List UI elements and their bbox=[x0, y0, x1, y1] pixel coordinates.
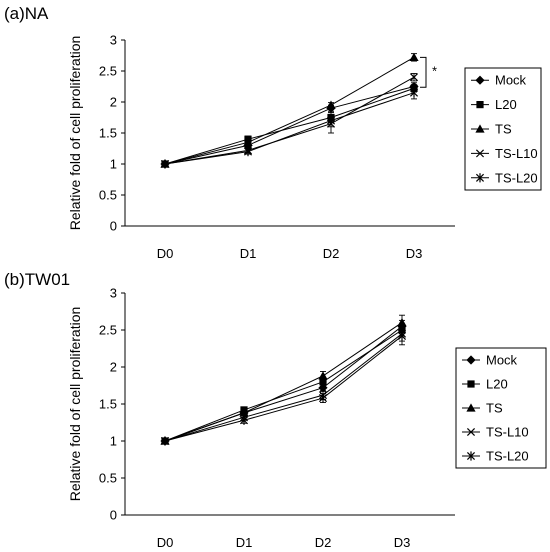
legend: Mock L20 TS TS-L10 TS-L20 bbox=[455, 347, 547, 469]
y-tick-label: 2 bbox=[110, 95, 117, 110]
y-tick-label: 2.5 bbox=[99, 64, 117, 79]
data-point bbox=[318, 393, 328, 403]
legend-item: Mock bbox=[462, 353, 518, 368]
data-point bbox=[160, 159, 170, 169]
legend-label: TS-L10 bbox=[486, 425, 529, 440]
series-line bbox=[164, 86, 415, 165]
data-point bbox=[409, 88, 419, 98]
data-point bbox=[397, 318, 407, 327]
legend-marker bbox=[475, 173, 485, 183]
legend-item: Mock bbox=[471, 73, 527, 88]
data-point bbox=[409, 73, 419, 82]
legend-item: TS-L10 bbox=[471, 146, 538, 161]
series-mock bbox=[160, 81, 419, 169]
y-tick-label: 0 bbox=[110, 508, 117, 523]
y-tick-label: 3 bbox=[110, 286, 117, 301]
legend-marker bbox=[467, 380, 475, 388]
series-ts-l10 bbox=[160, 325, 407, 446]
series-line bbox=[164, 56, 415, 165]
legend-marker bbox=[475, 149, 485, 158]
y-tick-label: 1.5 bbox=[99, 126, 117, 141]
series-line bbox=[164, 333, 403, 442]
panel-a-label: (a)NA bbox=[4, 4, 49, 23]
legend-item: TS-L20 bbox=[471, 170, 538, 185]
data-point bbox=[239, 415, 249, 425]
series-l20 bbox=[161, 323, 406, 445]
x-tick-label: D0 bbox=[157, 246, 174, 261]
legend-label: Mock bbox=[495, 73, 527, 88]
chart-panel-b: 0 0.5 1 1.5 2 2.5 3 D0 D1 D2 D3 Relative fold of ce… bbox=[67, 286, 547, 550]
legend-marker bbox=[466, 427, 476, 437]
data-point bbox=[397, 331, 407, 341]
series-line bbox=[164, 322, 403, 442]
x-tick-label: D3 bbox=[406, 246, 423, 261]
data-point bbox=[409, 52, 419, 61]
y-axis-label: Relative fold of cell proliferation bbox=[67, 36, 83, 231]
series-ts-l20 bbox=[160, 326, 407, 446]
legend-item: TS bbox=[462, 401, 503, 416]
legend-marker bbox=[466, 355, 476, 365]
legend-label: L20 bbox=[486, 377, 508, 392]
y-tick-label: 1 bbox=[110, 157, 117, 172]
y-axis-label: Relative fold of cell proliferation bbox=[67, 307, 83, 502]
legend-item: L20 bbox=[471, 97, 517, 112]
x-tick-label: D1 bbox=[240, 246, 257, 261]
series-line bbox=[164, 76, 415, 165]
data-point bbox=[318, 371, 328, 380]
x-tick-label: D2 bbox=[323, 246, 340, 261]
series-ts bbox=[160, 314, 407, 445]
series-line bbox=[164, 335, 403, 442]
panel-b-label: (b)TW01 bbox=[4, 270, 71, 289]
y-tick-label: 0.5 bbox=[99, 471, 117, 486]
legend-item: TS bbox=[471, 122, 512, 137]
series-line bbox=[164, 329, 403, 442]
legend-item: TS-L20 bbox=[462, 449, 529, 464]
data-point bbox=[326, 116, 336, 126]
x-tick-label: D0 bbox=[157, 535, 174, 550]
series-ts bbox=[160, 52, 419, 168]
y-tick-label: 0.5 bbox=[99, 188, 117, 203]
y-tick-label: 2 bbox=[110, 360, 117, 375]
legend-marker bbox=[466, 451, 476, 461]
legend-label: TS-L10 bbox=[495, 146, 538, 161]
series-line bbox=[164, 92, 415, 165]
legend: Mock L20 TS TS-L10 TS-L20 bbox=[464, 67, 542, 191]
x-tick-label: D3 bbox=[394, 535, 411, 550]
x-tick-label: D1 bbox=[236, 535, 253, 550]
y-tick-label: 1.5 bbox=[99, 397, 117, 412]
legend-label: TS-L20 bbox=[486, 449, 529, 464]
y-tick-label: 3 bbox=[110, 33, 117, 48]
legend-label: Mock bbox=[486, 353, 518, 368]
series-line bbox=[164, 325, 403, 442]
series-line bbox=[164, 87, 415, 165]
series-ts-l20 bbox=[160, 86, 419, 169]
x-tick-label: D2 bbox=[315, 535, 332, 550]
legend-label: L20 bbox=[495, 97, 517, 112]
y-tick-label: 1 bbox=[110, 434, 117, 449]
significance-star: * bbox=[432, 63, 437, 78]
data-point bbox=[318, 383, 328, 393]
legend-item: TS-L10 bbox=[462, 425, 529, 440]
legend-marker bbox=[475, 75, 485, 85]
legend-marker bbox=[476, 101, 484, 109]
legend-item: L20 bbox=[462, 377, 508, 392]
data-point bbox=[160, 436, 170, 446]
data-point bbox=[319, 378, 327, 386]
legend-marker bbox=[466, 403, 476, 412]
significance-bracket bbox=[420, 56, 427, 88]
legend-label: TS bbox=[486, 401, 503, 416]
data-point bbox=[243, 147, 253, 157]
chart-panel-a: 0 0.5 1 1.5 2 2.5 3 D0 D1 D2 D3 Relative fold of ce… bbox=[67, 33, 542, 261]
legend-marker bbox=[475, 124, 485, 133]
data-point bbox=[243, 137, 253, 146]
legend-label: TS bbox=[495, 122, 512, 137]
data-point bbox=[326, 100, 336, 109]
y-tick-label: 0 bbox=[110, 219, 117, 234]
series-mock bbox=[160, 319, 407, 446]
legend-label: TS-L20 bbox=[495, 170, 538, 185]
y-tick-label: 2.5 bbox=[99, 323, 117, 338]
